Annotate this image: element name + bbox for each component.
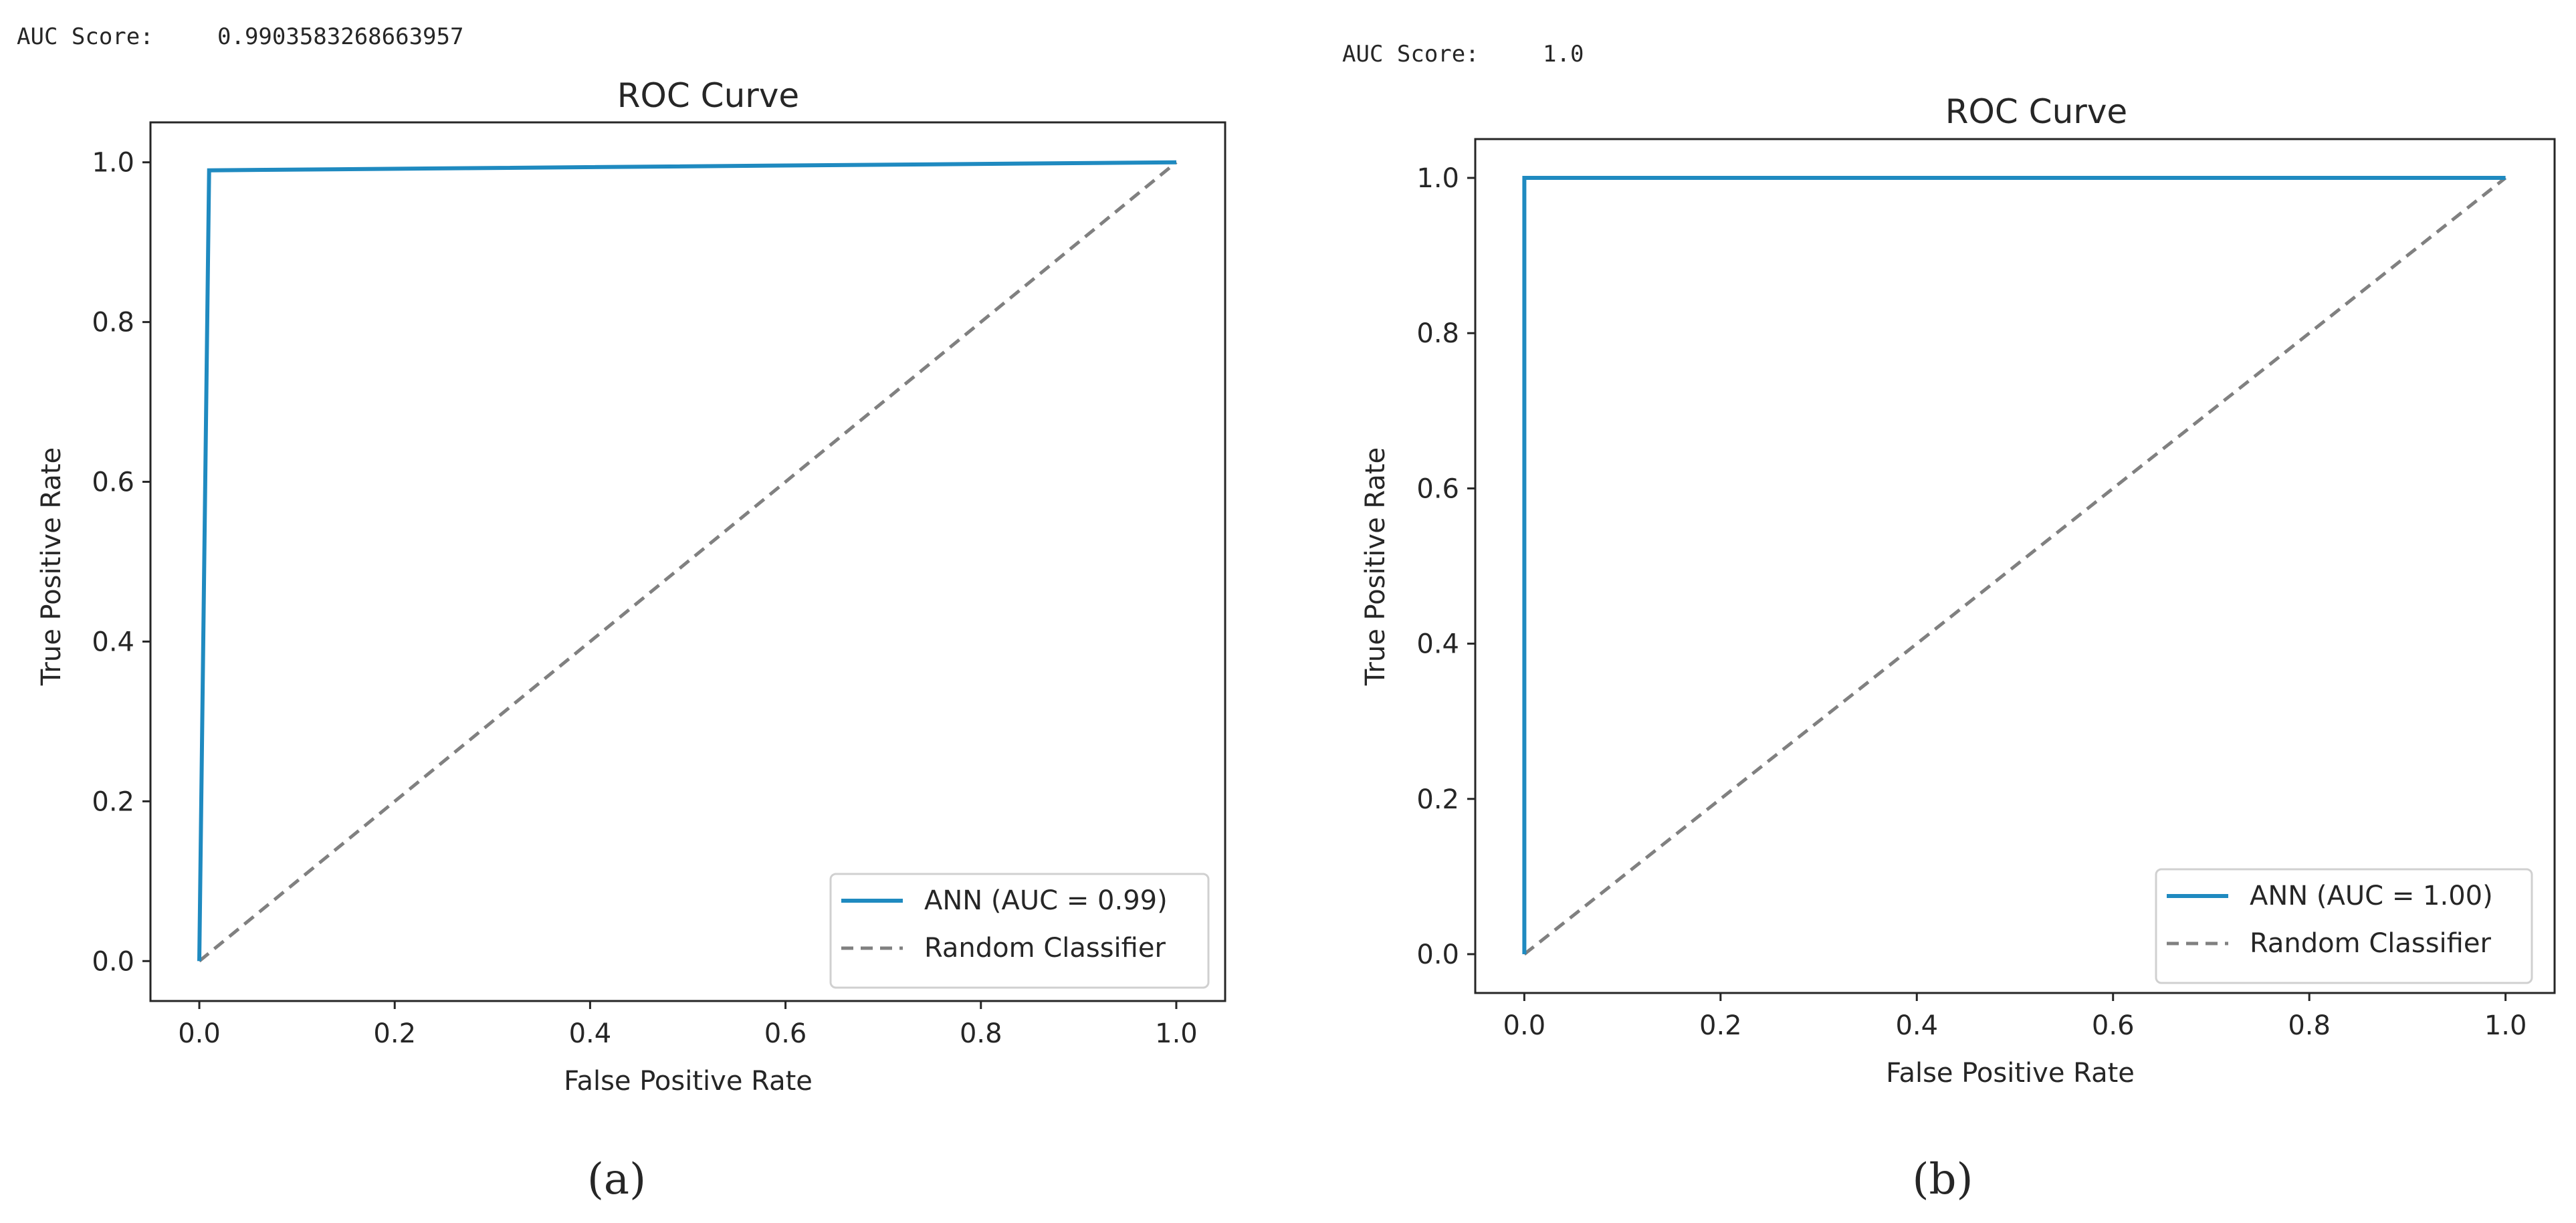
x-tick-label-a: 0.0 <box>178 1018 221 1049</box>
y-tick-label-a: 0.2 <box>92 786 134 817</box>
y-tick-label-a: 0.8 <box>92 308 134 338</box>
y-axis-label-a: True Positive Rate <box>36 447 67 686</box>
x-tick-label-a: 0.6 <box>764 1018 807 1049</box>
y-tick-label-b: 1.0 <box>1416 163 1459 194</box>
x-ticks-b: 0.0 0.2 0.4 0.6 0.8 1.0 <box>1503 993 2527 1041</box>
plot-lines-b <box>1522 176 2507 956</box>
random-classifier-line-b <box>1523 177 2507 956</box>
auc-score-label-a: AUC Score: <box>17 23 154 50</box>
legend-label-random-a: Random Classifier <box>924 933 1166 964</box>
y-tick-label-a: 0.6 <box>92 467 134 498</box>
y-tick-label-b: 0.8 <box>1416 318 1459 349</box>
legend-b: ANN (AUC = 1.00) Random Classifier <box>2155 868 2533 984</box>
x-tick-label-b: 0.0 <box>1503 1010 1546 1041</box>
x-tick-label-a: 0.4 <box>569 1018 612 1049</box>
panel-label-b: (b) <box>1913 1155 1973 1204</box>
axes-frame-a <box>149 121 1226 1002</box>
legend-label-ann-b: ANN (AUC = 1.00) <box>2250 881 2493 911</box>
y-tick-label-a: 0.0 <box>92 946 134 977</box>
x-tick-label-a: 1.0 <box>1155 1018 1198 1049</box>
x-axis-label-a: False Positive Rate <box>564 1066 813 1097</box>
plot-lines-a <box>197 160 1178 963</box>
x-tick-label-b: 0.2 <box>1699 1010 1742 1041</box>
auc-score-label-b: AUC Score: <box>1342 41 1479 68</box>
panel-a: AUC Score: 0.9903583268663957 ROC Curve … <box>17 23 1226 1204</box>
chart-title-a: ROC Curve <box>617 76 799 115</box>
chart-title-b: ROC Curve <box>1945 92 2127 131</box>
x-axis-label-b: False Positive Rate <box>1886 1058 2135 1089</box>
auc-score-value-b: 1.0 <box>1543 41 1584 68</box>
legend-box-a <box>829 873 1210 989</box>
legend-a: ANN (AUC = 0.99) Random Classifier <box>829 873 1210 989</box>
y-tick-label-a: 1.0 <box>92 148 134 179</box>
legend-label-random-b: Random Classifier <box>2250 928 2491 959</box>
panel-b: AUC Score: 1.0 ROC Curve True Positive R… <box>1342 41 2556 1204</box>
x-tick-label-a: 0.8 <box>960 1018 1002 1049</box>
x-tick-label-b: 0.8 <box>2288 1010 2331 1041</box>
y-tick-label-b: 0.0 <box>1416 939 1459 970</box>
x-tick-label-b: 0.6 <box>2092 1010 2135 1041</box>
roc-curve-line-a <box>197 160 1177 962</box>
panel-label-a: (a) <box>587 1155 646 1204</box>
legend-box-b <box>2155 868 2533 984</box>
axes-frame-b <box>1474 138 2556 994</box>
x-tick-label-b: 1.0 <box>2484 1010 2527 1041</box>
roc-curve-line-b <box>1522 176 2506 954</box>
y-tick-label-b: 0.6 <box>1416 473 1459 504</box>
auc-score-value-a: 0.9903583268663957 <box>217 23 463 50</box>
random-classifier-line-a <box>198 160 1178 963</box>
y-tick-label-a: 0.4 <box>92 627 134 657</box>
y-ticks-a: 0.0 0.2 0.4 0.6 0.8 1.0 <box>92 148 150 977</box>
y-ticks-b: 0.0 0.2 0.4 0.6 0.8 1.0 <box>1416 163 1475 970</box>
legend-label-ann-a: ANN (AUC = 0.99) <box>924 885 1168 916</box>
y-tick-label-b: 0.4 <box>1416 629 1459 660</box>
x-tick-label-a: 0.2 <box>373 1018 416 1049</box>
x-ticks-a: 0.0 0.2 0.4 0.6 0.8 1.0 <box>178 1001 1198 1049</box>
y-tick-label-b: 0.2 <box>1416 784 1459 815</box>
y-axis-label-b: True Positive Rate <box>1360 447 1391 686</box>
x-tick-label-b: 0.4 <box>1895 1010 1938 1041</box>
